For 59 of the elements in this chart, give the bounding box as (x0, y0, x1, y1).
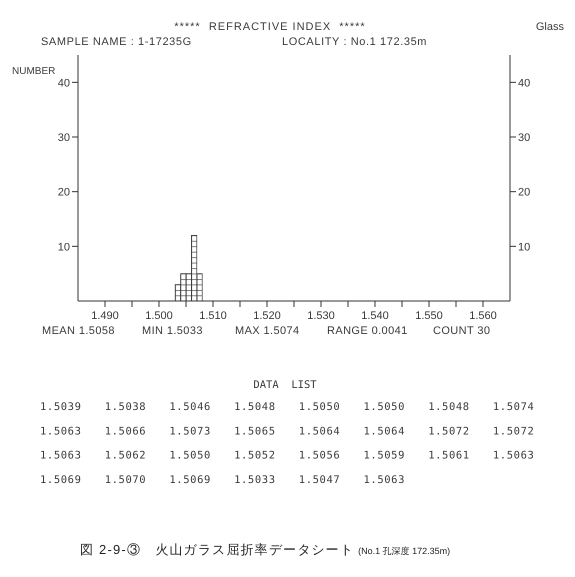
x-tick-label: 1.500 (145, 310, 173, 322)
x-tick-label: 1.540 (361, 310, 389, 322)
chart-subtitle: SAMPLE NAME : 1-17235G (41, 36, 192, 48)
y2-tick-label: 30 (518, 132, 530, 144)
caption: 図 2-9-③ 火山ガラス屈折率データシート (80, 542, 354, 557)
text: 1.5065 (234, 425, 276, 438)
text: 1.5048 (428, 401, 470, 413)
text: 1.5072 (492, 425, 534, 438)
text: 1.5063 (364, 474, 406, 486)
x-tick-label: 1.550 (415, 310, 443, 322)
text: 1.5052 (234, 450, 276, 462)
x-tick-label: 1.520 (253, 310, 281, 322)
text: 1.5046 (169, 401, 211, 413)
text: 1.5063 (492, 450, 534, 462)
text: 1.5063 (40, 425, 82, 438)
text: 1.5073 (169, 425, 211, 438)
text: 1.5056 (298, 450, 340, 462)
text: 1.5050 (298, 401, 340, 413)
text: 1.5064 (364, 425, 406, 438)
y-tick-label: 10 (58, 241, 70, 254)
text: 1.5033 (234, 474, 276, 486)
text: 1.5063 (40, 450, 82, 462)
text: 1.5074 (492, 401, 534, 413)
text: Glass (536, 21, 564, 33)
text: 1.5048 (234, 401, 276, 413)
text: 1.5062 (104, 450, 146, 462)
y-tick-label: 40 (58, 77, 70, 90)
y2-tick-label: 40 (518, 77, 530, 90)
y-tick-label: 20 (58, 186, 70, 199)
text: MIN 1.5033 (142, 325, 203, 337)
y-tick-label: 30 (58, 132, 70, 144)
x-tick-label: 1.530 (307, 310, 335, 322)
text: 1.5069 (40, 474, 82, 486)
text: 1.5066 (104, 425, 146, 438)
text: 1.5072 (428, 425, 470, 438)
text: LOCALITY : No.1 172.35m (282, 36, 428, 48)
text: 1.5059 (364, 450, 406, 462)
text: 1.5070 (104, 474, 146, 486)
y-axis-title: NUMBER (12, 66, 56, 77)
text: 1.5050 (169, 450, 211, 462)
text: 1.5064 (298, 425, 340, 438)
chart-title: ***** REFRACTIVE INDEX ***** (174, 21, 366, 33)
text: MAX 1.5074 (235, 325, 300, 337)
text: MEAN 1.5058 (42, 325, 115, 337)
text: DATA LIST (253, 379, 318, 391)
text: 1.5061 (428, 450, 470, 462)
text: (No.1 孔深度 172.35m) (358, 546, 450, 556)
x-tick-label: 1.560 (469, 310, 497, 322)
text: 1.5050 (364, 401, 406, 413)
text: 1.5038 (104, 401, 146, 413)
y2-tick-label: 20 (518, 186, 530, 199)
text: 1.5039 (40, 401, 82, 413)
text: 1.5047 (298, 474, 340, 486)
x-tick-label: 1.510 (199, 310, 227, 322)
text: RANGE 0.0041 (327, 325, 408, 337)
y2-tick-label: 10 (518, 241, 530, 254)
text: COUNT 30 (433, 325, 490, 337)
x-tick-label: 1.490 (91, 310, 119, 322)
text: 1.5069 (169, 474, 211, 486)
